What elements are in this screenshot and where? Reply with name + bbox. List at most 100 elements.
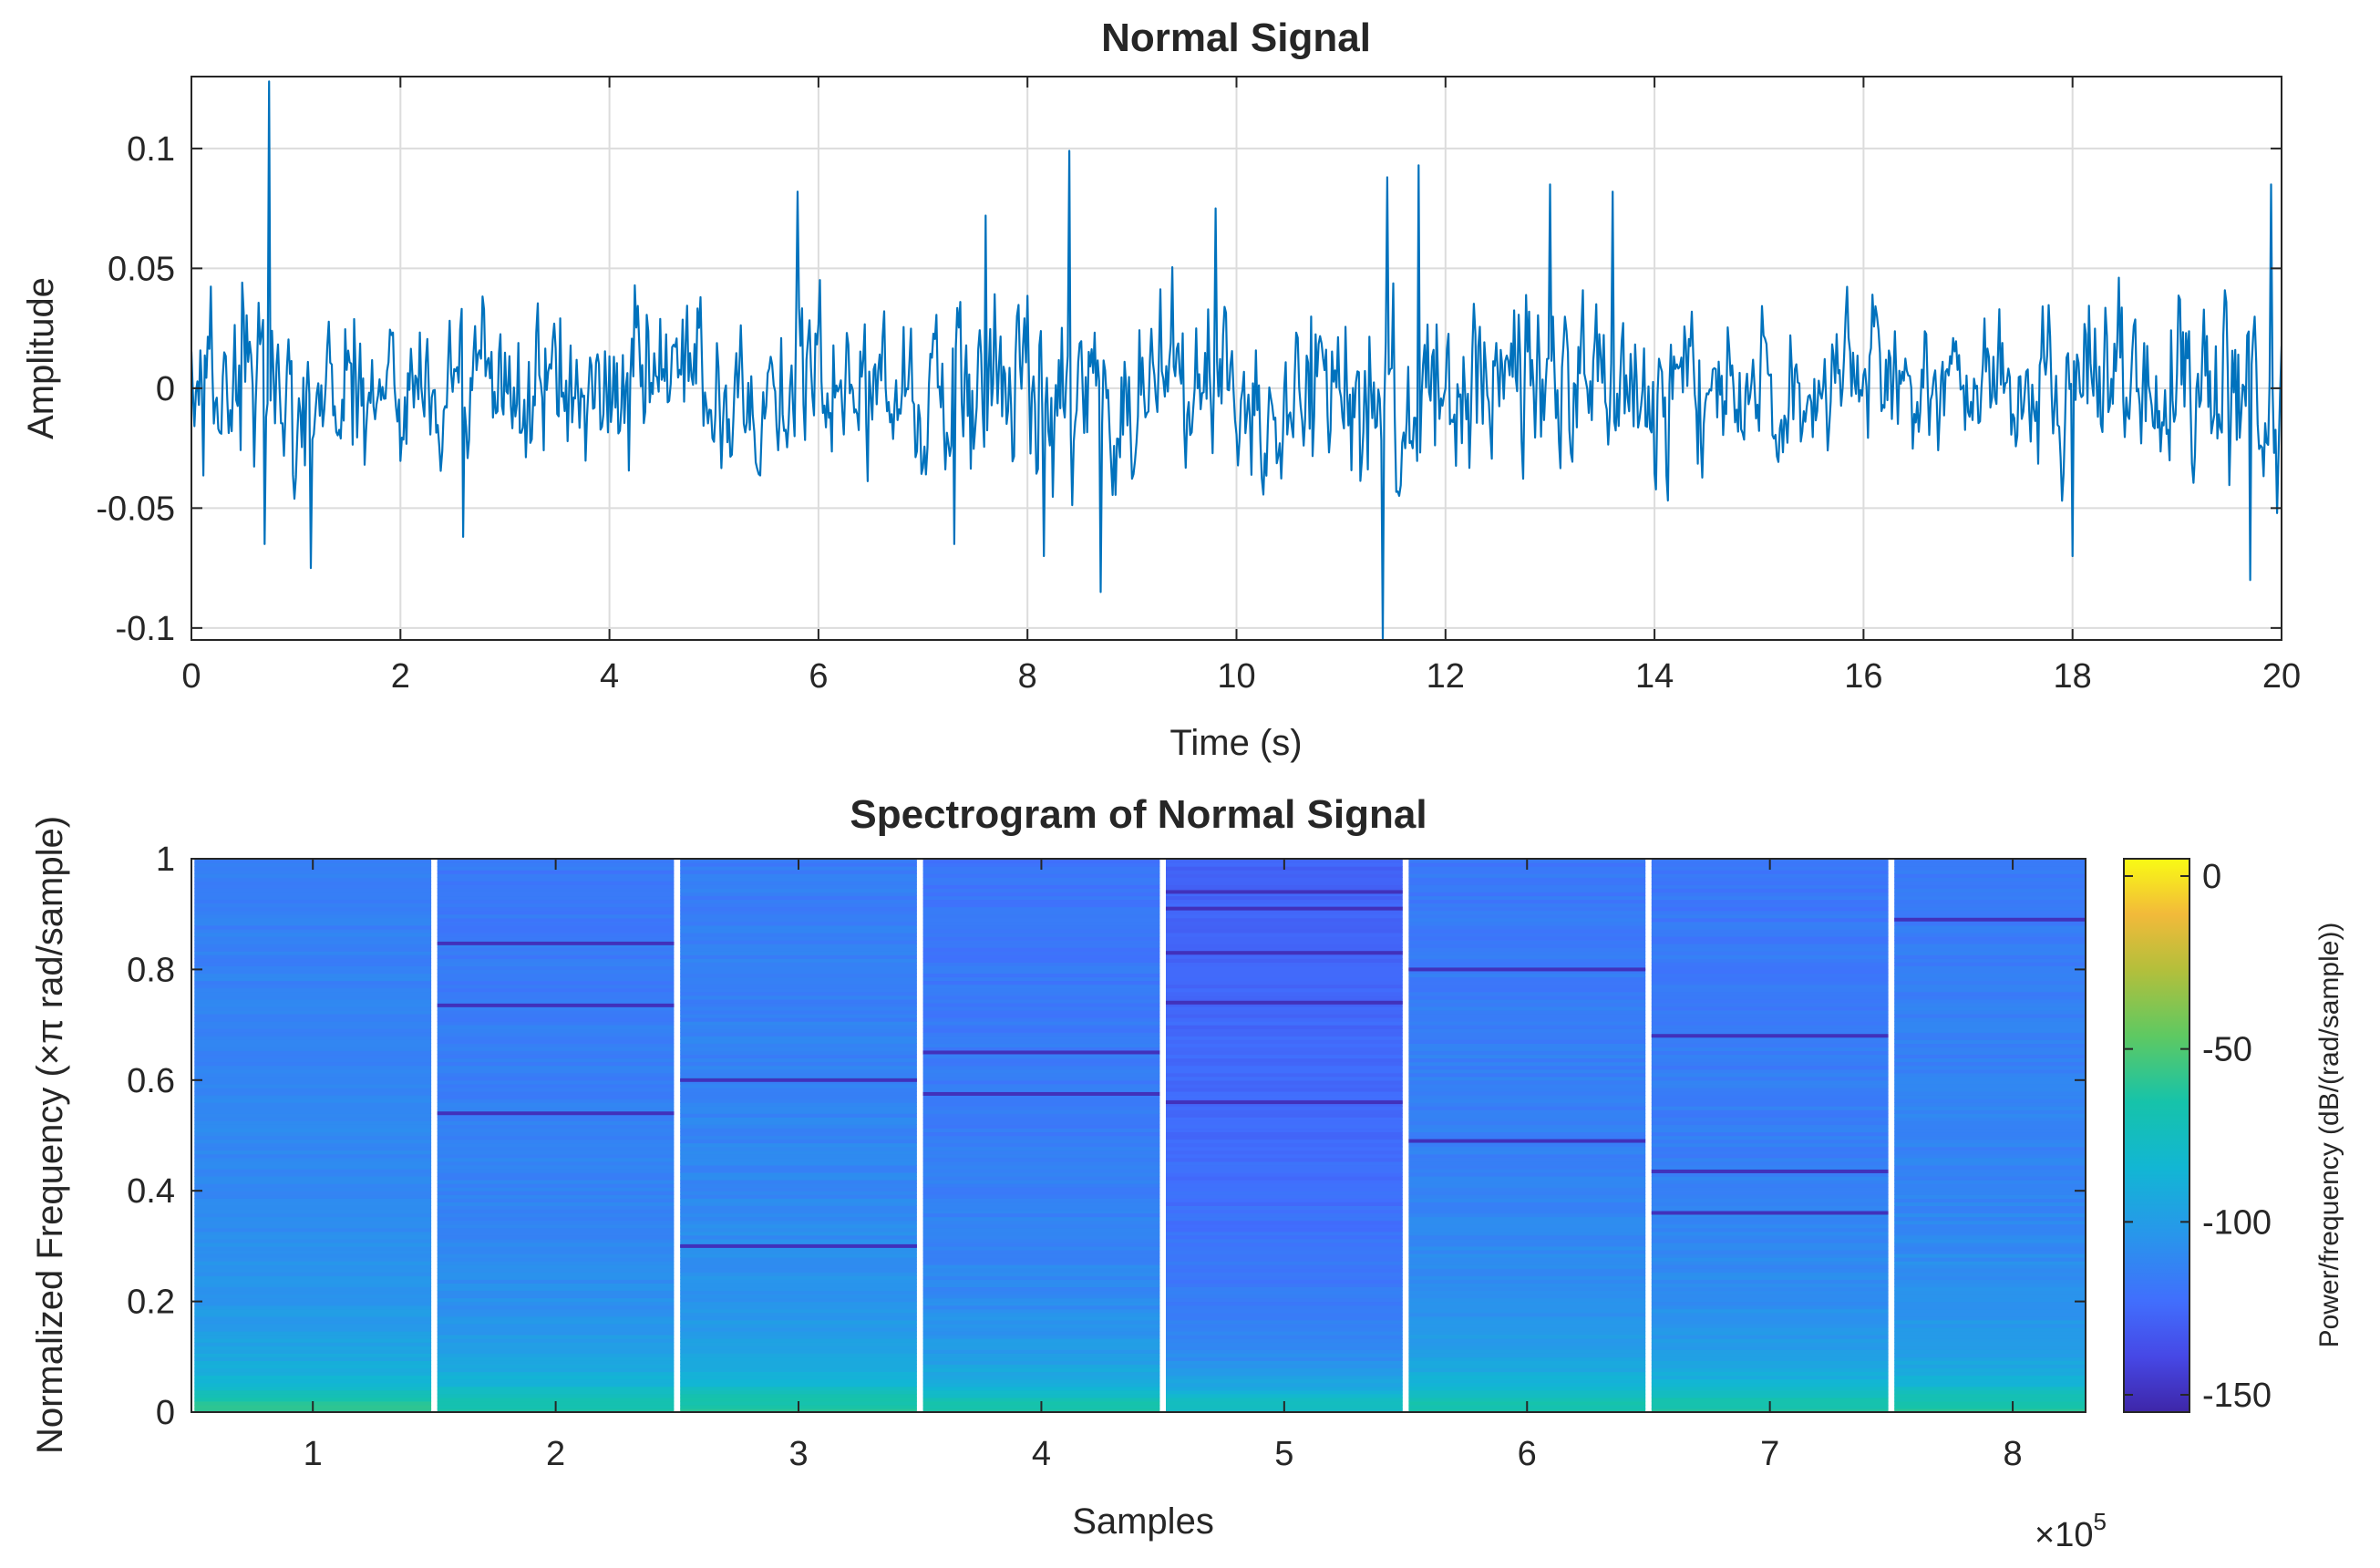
spectrogram-cell — [194, 1079, 432, 1085]
spectrogram-cell — [1166, 1330, 1403, 1336]
spectrogram-cell — [1651, 913, 1889, 919]
spectrogram-cell — [194, 932, 432, 937]
spectrogram-cell — [1408, 976, 1646, 982]
spectrogram-cell — [1651, 944, 1889, 948]
spectrogram-cell — [1408, 906, 1646, 912]
spectrogram-cell — [194, 1002, 432, 1007]
spectrogram-cell — [194, 1393, 432, 1398]
spectrogram-cell — [1408, 1202, 1646, 1206]
spectrogram-cell — [1894, 1315, 2086, 1321]
spectrogram-cell — [1166, 932, 1403, 937]
spectrogram-cell — [1166, 913, 1403, 919]
spectrogram-cell — [194, 954, 432, 959]
spectrogram-cell — [1651, 1389, 1889, 1395]
spectrogram-cell — [922, 1231, 1160, 1236]
spectrogram-cell — [1408, 884, 1646, 889]
spectrogram-cell — [1166, 1342, 1403, 1346]
spectrogram-cell — [1408, 1171, 1646, 1177]
spectrogram-cell — [922, 1268, 1160, 1273]
spectrogram-cell — [680, 1335, 917, 1339]
spectrogram-cell — [194, 1006, 432, 1011]
spectrogram-cell — [194, 991, 432, 996]
spectrogram-cell — [922, 1150, 1160, 1155]
spectrogram-cell — [1894, 1301, 2086, 1306]
spectrogram-cell — [1651, 1102, 1889, 1107]
spectrogram-cell — [1408, 1094, 1646, 1099]
spectrogram-cell — [1894, 1353, 2086, 1357]
spectrogram-cell — [1408, 1102, 1646, 1107]
spectrogram-cell — [1166, 1124, 1403, 1130]
spectrogram-cell — [680, 1209, 917, 1214]
spectrogram-cell — [680, 1330, 917, 1336]
spectrogram-cell — [680, 1079, 917, 1085]
spectrogram-cell — [1408, 899, 1646, 904]
spectrogram-cell — [680, 1002, 917, 1007]
spectrogram-cell — [1408, 1047, 1646, 1052]
spectrogram-cell — [680, 1113, 917, 1118]
spectrogram-cell — [1408, 932, 1646, 937]
spectrogram-cell — [1651, 954, 1889, 959]
spectrogram-cell — [437, 1353, 675, 1357]
spectrogram-cell — [1408, 1146, 1646, 1151]
spectrogram-cell — [1166, 935, 1403, 941]
spectrogram-cell — [1408, 1180, 1646, 1184]
spectrogram-cell — [922, 1187, 1160, 1191]
spectrogram-cell — [922, 1057, 1160, 1063]
spectrogram-cell — [194, 1283, 432, 1288]
spectrogram-cell — [922, 881, 1160, 885]
spectrogram-y-tick-label: 0 — [156, 1394, 175, 1432]
spectrogram-cell — [1894, 1032, 2086, 1037]
spectrogram-cell — [1166, 1065, 1403, 1070]
spectrogram-cell — [437, 1187, 675, 1191]
spectrogram-cell — [1166, 1187, 1403, 1191]
spectrogram-cell — [1894, 1124, 2086, 1130]
spectrogram-cell — [1651, 1297, 1889, 1303]
spectrogram-cell — [1166, 1242, 1403, 1247]
spectrogram-cell — [1166, 895, 1403, 901]
spectrogram-cell — [680, 895, 917, 901]
spectrogram-cell — [922, 1194, 1160, 1199]
spectrogram-cell — [1166, 1279, 1403, 1284]
spectrogram-cell — [194, 1072, 432, 1078]
spectrogram-cell — [1651, 1360, 1889, 1365]
spectrogram-cell — [922, 1335, 1160, 1339]
spectrogram-cell — [1894, 1382, 2086, 1387]
signal-x-tick-label: 14 — [1635, 657, 1674, 696]
spectrogram-cell — [1651, 1191, 1889, 1195]
spectrogram-cell — [437, 1117, 675, 1121]
spectrogram-cell — [194, 892, 432, 897]
spectrogram-cell — [1894, 1268, 2086, 1273]
spectrogram-cell — [680, 1342, 917, 1346]
spectrogram-cell — [1651, 1353, 1889, 1357]
spectrogram-cell — [922, 903, 1160, 908]
spectrogram-cell — [1894, 1065, 2086, 1070]
spectrogram-cell — [922, 1036, 1160, 1040]
colorbar-gradient — [2123, 858, 2190, 1413]
spectrogram-cell — [194, 1198, 432, 1202]
spectrogram-cell — [680, 1191, 917, 1195]
spectrogram-cell — [922, 1216, 1160, 1222]
spectrogram-cell — [1166, 1220, 1403, 1225]
spectrogram-cell — [1651, 1216, 1889, 1222]
spectrogram-cell — [680, 1124, 917, 1130]
spectrogram-cell — [922, 1039, 1160, 1044]
spectrogram-cell — [680, 969, 917, 975]
spectrogram-cell — [680, 1371, 917, 1377]
spectrogram-cell — [437, 935, 675, 941]
spectrogram-cell — [680, 954, 917, 959]
spectrogram-cell — [680, 1220, 917, 1225]
spectrogram-cell — [194, 965, 432, 970]
spectrogram-cell — [1408, 973, 1646, 978]
spectrogram-cell — [680, 1312, 917, 1317]
spectrogram-cell — [1894, 1212, 2086, 1218]
spectrogram-cell — [922, 1171, 1160, 1177]
spectrogram-dark-band — [1408, 967, 1646, 972]
spectrogram-cell — [194, 913, 432, 919]
spectrogram-cell — [1166, 1054, 1403, 1059]
spectrogram-cell — [194, 1150, 432, 1155]
spectrogram-cell — [1166, 1294, 1403, 1299]
spectrogram-cell — [1894, 1194, 2086, 1199]
spectrogram-cell — [194, 1297, 432, 1303]
spectrogram-cell — [922, 1279, 1160, 1284]
spectrogram-cell — [194, 1319, 432, 1325]
